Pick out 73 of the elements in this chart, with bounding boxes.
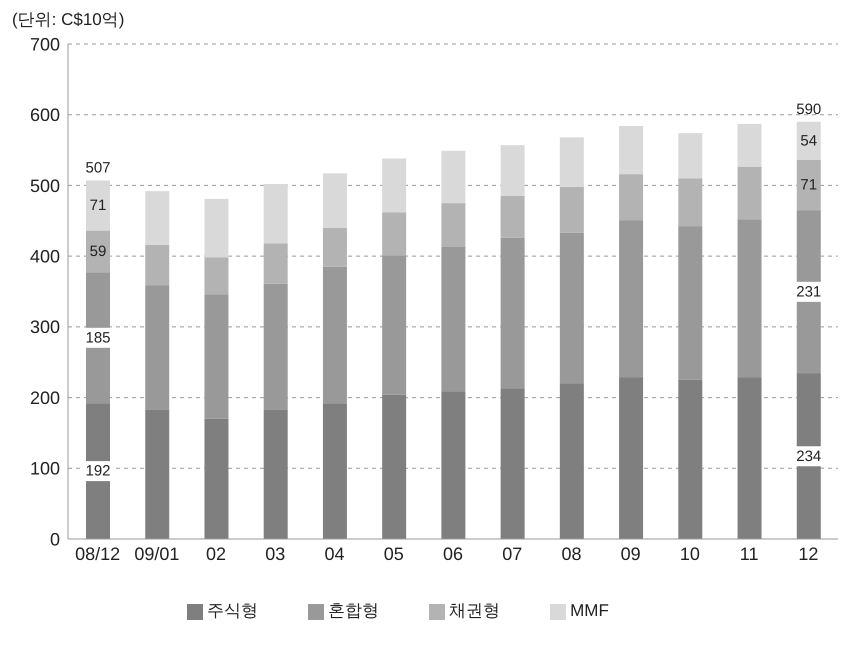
- legend-label: MMF: [570, 601, 609, 620]
- bar: [86, 180, 110, 231]
- y-tick-label: 400: [30, 246, 60, 267]
- bar: [382, 212, 406, 256]
- bar: [264, 410, 288, 539]
- legend-label: 주식형: [207, 601, 258, 620]
- total-label: 507: [85, 159, 111, 176]
- y-axis-title: (단위: C$10억): [12, 9, 126, 31]
- bar: [204, 418, 228, 539]
- bar: [500, 196, 525, 238]
- bar: [619, 174, 644, 220]
- bar: [619, 377, 644, 539]
- bar: [264, 184, 288, 244]
- data-label: 185: [85, 329, 111, 346]
- x-tick-label: 07: [502, 544, 522, 564]
- bar: [500, 388, 525, 539]
- bar: [145, 244, 170, 286]
- bar: [560, 383, 584, 539]
- bar: [500, 145, 525, 196]
- x-tick-label: 10: [680, 544, 700, 564]
- bar: [560, 186, 584, 233]
- bar: [322, 173, 347, 228]
- bar: [738, 124, 762, 168]
- y-tick-label: 500: [30, 176, 60, 196]
- y-tick-label: 600: [30, 105, 60, 126]
- bar: [441, 150, 466, 204]
- y-tick-label: 300: [30, 317, 60, 338]
- bar: [796, 160, 821, 210]
- bar: [264, 243, 288, 284]
- bar: [441, 203, 466, 247]
- bar: [145, 191, 170, 245]
- bar: [204, 258, 228, 294]
- x-tick-label: 11: [740, 544, 758, 564]
- bar: [441, 391, 466, 539]
- x-tick-label: 12: [798, 544, 818, 564]
- x-tick-label: 04: [324, 544, 345, 564]
- x-tick-label: 02: [206, 544, 226, 564]
- bar: [619, 126, 644, 174]
- data-label: 59: [90, 243, 106, 260]
- x-tick-label: 08: [561, 544, 582, 564]
- legend-label: 채권형: [449, 601, 500, 620]
- data-label: 71: [800, 176, 818, 194]
- total-label: 590: [796, 100, 822, 118]
- bar: [382, 394, 406, 539]
- bar: [738, 377, 762, 539]
- bar: [86, 230, 110, 272]
- data-label: 192: [85, 462, 111, 480]
- x-tick-label: 06: [442, 544, 464, 564]
- bar: [738, 167, 762, 220]
- bar: [678, 178, 702, 226]
- bar: [145, 410, 170, 539]
- y-tick-label: 0: [50, 529, 60, 550]
- data-label: 231: [796, 283, 822, 300]
- data-label: 234: [796, 448, 822, 465]
- x-tick-label: 09: [620, 544, 641, 564]
- bar: [204, 198, 228, 258]
- bar: [678, 133, 702, 178]
- y-tick-label: 200: [30, 388, 60, 408]
- bar: [322, 228, 347, 267]
- x-tick-label: 09/01: [134, 544, 180, 564]
- bar: [322, 403, 347, 539]
- bar: [560, 137, 584, 187]
- legend-label: 혼합형: [328, 601, 380, 620]
- bar: [382, 158, 406, 212]
- y-tick-label: 700: [30, 34, 60, 54]
- y-tick-label: 100: [30, 458, 60, 479]
- bar: [678, 380, 702, 539]
- x-tick-label: 05: [384, 544, 404, 564]
- data-label: 54: [800, 132, 818, 150]
- x-tick-label: 03: [265, 544, 286, 564]
- bar: [796, 122, 821, 160]
- x-tick-label: 08/12: [75, 544, 120, 564]
- data-label: 71: [90, 197, 106, 214]
